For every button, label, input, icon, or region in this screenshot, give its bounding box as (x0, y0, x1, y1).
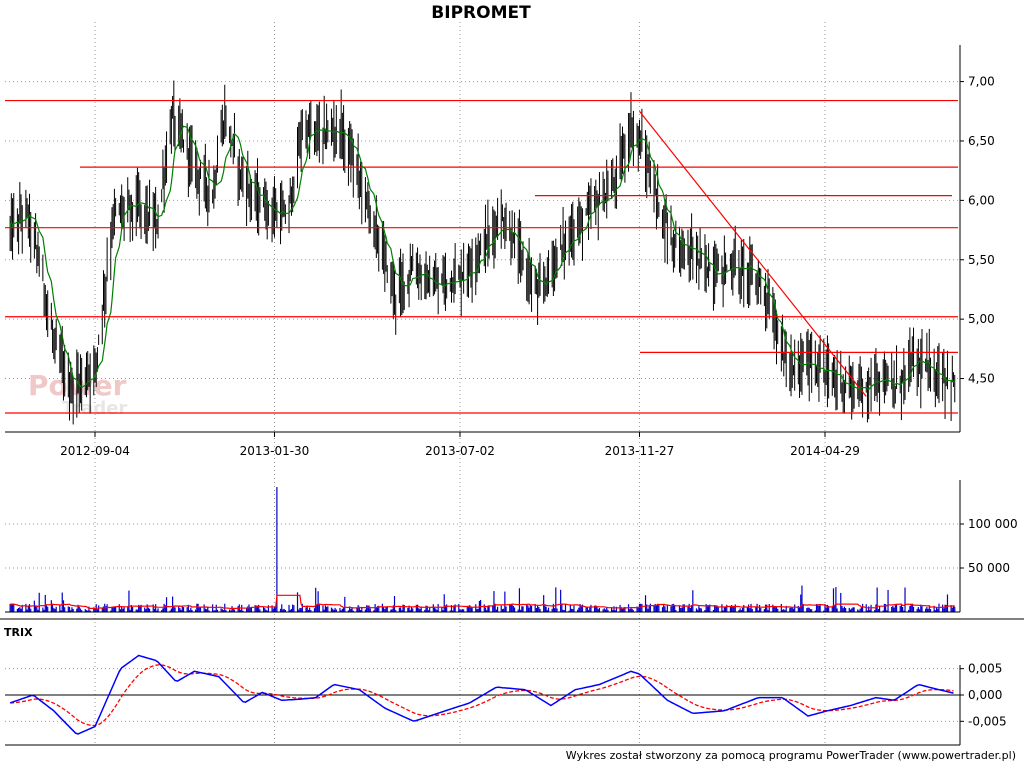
price-tick-label: 5,00 (968, 312, 995, 326)
footer-credit: Wykres został stworzony za pomocą progra… (566, 749, 1016, 762)
axes: 7,00 6,50 6,00 5,50 5,00 4,50 2012-09-04 2013-0… (0, 45, 1024, 746)
trix-signal-line (10, 664, 954, 727)
date-tick-label: 2014-04-29 (790, 444, 860, 458)
price-tick-label: 4,50 (968, 372, 995, 386)
trix-tick-label: 0,005 (968, 662, 1002, 676)
price-pane: PowerTrader (5, 80, 958, 425)
volume-pane (9, 487, 956, 612)
date-tick-label: 2013-01-30 (240, 444, 310, 458)
date-tick-label: 2013-07-02 (425, 444, 495, 458)
price-tick-label: 5,50 (968, 253, 995, 267)
trix-label: TRIX (4, 626, 33, 639)
price-tick-label: 6,50 (968, 134, 995, 148)
trix-pane: TRIX (4, 626, 960, 735)
trix-tick-label: 0,000 (968, 688, 1002, 702)
volume-tick-label: 100 000 (968, 517, 1018, 531)
trix-line (9, 654, 954, 735)
price-moving-average (9, 125, 956, 391)
price-tick-label: 7,00 (968, 75, 995, 89)
watermark-logo: Trader (62, 398, 127, 419)
volume-moving-average (10, 594, 955, 610)
price-tick-label: 6,00 (968, 193, 995, 207)
trix-tick-label: -0,005 (968, 714, 1007, 728)
chart-title: BIPROMET (431, 3, 531, 23)
volume-tick-label: 50 000 (968, 561, 1010, 575)
date-tick-label: 2012-09-04 (60, 444, 130, 458)
trendline (638, 110, 867, 397)
date-tick-label: 2013-11-27 (605, 444, 675, 458)
grid (5, 22, 960, 745)
